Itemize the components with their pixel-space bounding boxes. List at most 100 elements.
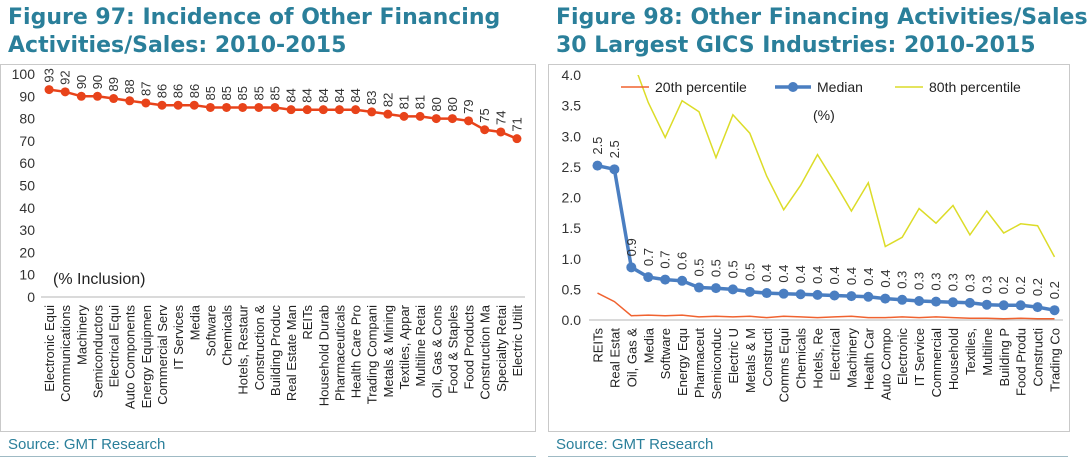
x-tick-label: Electric Utilit [510,305,525,377]
median-point [609,164,620,175]
inclusion-point [351,105,361,115]
data-label: 90 [74,75,89,89]
data-label: 86 [171,84,186,98]
figure-98-title-line1: Figure 98: Other Financing Activities/Sa… [556,5,1088,30]
figure-98-chart-frame: 0.0 0.5 1.0 1.5 2.0 2.5 3.0 3.5 4.0 2.5 2.5 0.9 0.7 0… [548,64,1070,432]
median-point [592,160,603,171]
y-tick-label: 10 [19,267,35,283]
median-point [812,289,823,300]
median-data-label: 0.6 [675,252,690,270]
data-label: 75 [477,108,492,122]
data-label: 90 [90,75,105,89]
figure-97-title-line2: Activities/Sales: 2010-2015 [8,33,347,58]
median-point [677,275,688,286]
y-tick-label: 70 [19,133,35,149]
x-tick-label: Media [187,304,202,340]
x-tick-label: Auto Components [123,305,138,410]
median-line [597,163,1055,312]
inclusion-point [415,111,425,121]
x-tick-label: Household [946,328,961,390]
inclusion-point [173,100,183,110]
x-tick-label: Software [658,328,673,379]
x-tick-label: Specialty Retai [494,305,509,392]
inclusion-point [125,96,135,106]
median-data-label: 0.4 [776,265,791,283]
x-tick-label: Food Produ [1014,328,1029,396]
x-tick-label: Metals & M [743,328,758,393]
data-label: 84 [332,88,347,102]
inclusion-point [109,94,119,104]
median-data-label: 2.5 [590,137,605,155]
inclusion-point [270,102,280,112]
x-tick-label: Communications [58,305,73,402]
y-tick-label: 90 [19,88,35,104]
data-label: 87 [138,82,153,96]
inclusion-point [76,91,86,101]
chart-annotation: (% Inclusion) [53,271,145,288]
median-point [914,296,925,307]
figure-97-title: Figure 97: Incidence of Other Financing … [8,4,500,60]
median-point [947,297,958,308]
figure-98-title-line2: 30 Largest GICS Industries: 2010-2015 [556,33,1036,58]
x-tick-label: Chemicals [220,305,235,366]
data-label: 85 [251,86,266,100]
x-tick-label: Semiconduc [709,328,724,400]
data-label: 92 [58,70,73,84]
data-label: 93 [42,68,57,82]
median-data-label: 0.7 [658,250,673,268]
inclusion-point [205,102,215,112]
data-label: 85 [235,86,250,100]
median-data-label: 0.3 [962,274,977,292]
median-point [981,299,992,310]
y-tick-label: 3.5 [562,98,582,114]
median-data-label: 0.4 [844,267,859,285]
median-point [744,286,755,297]
inclusion-point [92,91,102,101]
data-label: 80 [429,97,444,111]
median-point [694,282,705,293]
median-data-label: 0.3 [945,273,960,291]
x-tick-label: Oil, Gas & Cons [429,305,444,399]
median-point [1015,300,1026,311]
x-tick-label: Trading Co [1048,328,1063,392]
median-data-label: 0.4 [861,268,876,286]
x-tick-label: Oil, Gas & [624,328,639,388]
median-point [829,290,840,301]
data-label: 84 [300,88,315,102]
y-tick-label: 50 [19,178,35,194]
chart-annotation: (%) [813,107,835,123]
figure-97-panel: Figure 97: Incidence of Other Financing … [0,0,536,472]
x-tick-label: Real Estat [607,328,622,388]
inclusion-point [318,105,328,115]
x-tick-label: Media [641,327,656,363]
median-data-label: 0.2 [996,276,1011,294]
median-data-label: 0.2 [1030,278,1045,296]
x-tick-label: Commercial Serv [155,305,170,405]
median-point [863,291,874,302]
x-tick-label: Construction & [252,305,267,391]
figure-97-source-rule [0,456,536,457]
y-tick-label: 100 [12,66,36,82]
inclusion-point [399,111,409,121]
x-tick-label: Chemicals [794,328,809,389]
percentile-20-line [597,292,1055,320]
x-tick-label: Hotels, Restaur [236,304,251,394]
median-point [1032,302,1043,313]
x-tick-label: Food Products [462,305,477,390]
x-tick-label: Metals & Mining [381,305,396,397]
inclusion-point [431,114,441,124]
median-point [778,288,789,299]
y-tick-label: 80 [19,111,35,127]
x-tick-label: Textiles, [963,328,978,375]
x-tick-label: Commercial [929,328,944,397]
median-data-label: 0.4 [878,269,893,287]
median-point [931,296,942,307]
x-tick-label: Pharmaceut [692,328,707,398]
inclusion-point [334,105,344,115]
x-tick-label: IT Service [912,328,927,386]
legend-median-marker [788,82,798,92]
x-tick-label: Electrical [827,328,842,381]
median-data-label: 0.2 [1013,276,1028,294]
data-label: 84 [316,88,331,102]
inclusion-point [60,87,70,97]
